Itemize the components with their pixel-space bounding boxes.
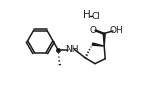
- Text: OH: OH: [109, 26, 123, 35]
- Text: O: O: [89, 26, 96, 35]
- Polygon shape: [103, 33, 105, 46]
- Text: H: H: [83, 10, 91, 20]
- Text: NH: NH: [65, 45, 78, 54]
- Polygon shape: [92, 43, 104, 46]
- Text: Cl: Cl: [92, 12, 101, 21]
